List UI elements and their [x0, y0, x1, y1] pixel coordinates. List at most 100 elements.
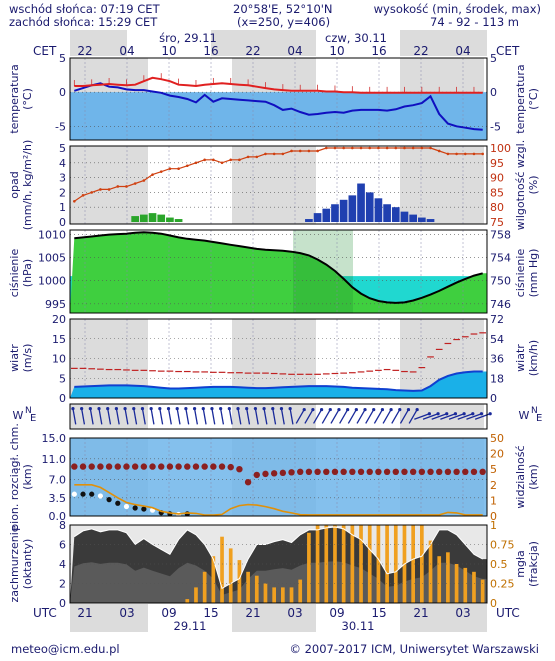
cloud-extent-point: [253, 471, 260, 479]
fog-bar: [341, 525, 346, 603]
wind-direction-arrowhead: [175, 407, 179, 411]
cloud-extent-point: [453, 468, 460, 475]
wind-direction-arrow: [272, 408, 277, 425]
wind-direction-arrowhead: [219, 407, 223, 411]
cloud-extent-point: [244, 479, 252, 486]
cloud-extent-point: [357, 468, 365, 475]
top-day2-label: czw, 30.11: [325, 31, 387, 45]
wind-direction-arrowhead: [363, 407, 367, 412]
precipitation-right-axis-label: wilgotność wzgl.: [514, 140, 527, 230]
humidity-point: [73, 199, 76, 203]
precipitation-bar: [131, 216, 139, 222]
wind-direction-arrow: [365, 409, 375, 424]
fog-bar: [480, 579, 485, 603]
humidity-ytick-label: 95: [490, 157, 504, 170]
email-link[interactable]: meteo@icm.edu.pl: [11, 642, 120, 656]
bottom-hour-label: 03: [455, 606, 470, 620]
fog-bar: [367, 525, 372, 603]
cloud-base-point: [80, 491, 86, 497]
humidity-ytick-label: 85: [490, 186, 504, 199]
wind-direction-arrowhead: [132, 407, 136, 411]
fog-bar: [446, 552, 450, 603]
temperature-ytick-label: 5: [59, 52, 66, 65]
cloud-extent-point: [409, 468, 417, 475]
wind-direction-arrowhead: [166, 407, 171, 411]
pressure-line: [74, 231, 483, 304]
copyright-text: © 2007-2017 ICM, Uniwersytet Warszawski: [289, 642, 539, 656]
wind-direction-arrow: [211, 408, 216, 425]
cloud-extent-point: [210, 463, 217, 470]
precipitation-ytick-label: 2: [59, 186, 66, 199]
cloud-extent-point: [201, 463, 208, 470]
cloud-extent-point: [131, 463, 139, 470]
wind-direction-arrow: [193, 408, 198, 425]
cloud-extent-point: [140, 463, 148, 470]
wind-direction-arrowhead: [415, 407, 419, 412]
fog-ytick-label: 1: [490, 519, 497, 532]
bottom-hour-label: 21: [245, 606, 260, 620]
humidity-point: [151, 173, 154, 176]
wind-frame: [69, 318, 488, 399]
humidity-point: [281, 152, 285, 156]
fog-bar: [202, 571, 207, 603]
cloud-extent-ytick-label: 3.5: [49, 492, 67, 505]
cloud-extent-point: [270, 470, 278, 477]
wind-direction-arrowhead: [106, 407, 110, 411]
humidity-point: [481, 152, 484, 156]
wind-direction-arrowhead: [123, 407, 127, 411]
wind-direction-arrow: [356, 409, 366, 424]
bottom-hour-label: 15: [203, 606, 218, 620]
pressure-right-axis-label: (mm Hg): [527, 249, 540, 298]
wind-direction-arrowhead: [88, 407, 92, 411]
precipitation-left-axis-label: opad: [8, 171, 21, 198]
humidity-ytick-label: 75: [490, 216, 504, 229]
humidity-point: [437, 149, 441, 153]
wind-direction-arrow: [185, 408, 190, 425]
wind-right-axis-label: (km/h): [527, 340, 540, 376]
precipitation-ytick-label: 5: [59, 142, 66, 155]
wind-direction-arrow: [220, 408, 225, 425]
compass-e-label-right: E: [536, 413, 542, 424]
wind-direction-arrow: [431, 413, 447, 420]
precipitation-bar: [426, 219, 435, 222]
cloud-extent-ytick-label: 7.0: [49, 474, 67, 487]
visibility-right-axis-label: (km): [527, 464, 540, 490]
cloud-extent-fill: [70, 438, 487, 516]
wind-direction-arrow: [115, 408, 120, 425]
fog-bar: [393, 525, 398, 603]
wind-direction-arrowhead: [453, 412, 458, 416]
humidity-point: [99, 188, 102, 191]
cloud-extent-point: [227, 463, 234, 471]
cloud-cover-ytick-label: 6: [59, 539, 66, 552]
humidity-point: [446, 152, 450, 156]
wind-direction-arrow: [263, 408, 268, 425]
wind-direction-arrowhead: [319, 407, 324, 412]
wind-left-axis-label: (m/s): [21, 344, 34, 373]
precipitation-bar: [357, 183, 365, 222]
pressure-y2tick-label: 758: [490, 229, 511, 242]
wind-direction-arrow: [72, 408, 77, 425]
wind-direction-arrow: [399, 409, 410, 424]
wind-direction-arrowhead: [71, 407, 75, 411]
dew-point-line: [74, 82, 483, 131]
wind-direction-arrow: [414, 413, 430, 420]
fog-bar: [463, 567, 468, 603]
humidity-point: [411, 146, 415, 150]
wind-direction-arrow: [176, 408, 181, 425]
wind-speed-area: [70, 371, 487, 398]
humidity-ytick-label: 100: [490, 142, 511, 155]
fog-bar: [472, 571, 476, 603]
cloud-extent-point: [158, 463, 165, 470]
humidity-point: [385, 146, 389, 150]
bottom-hour-label: 03: [287, 606, 302, 620]
fog-bar: [254, 575, 259, 603]
fog-ytick-label: 0: [490, 597, 497, 610]
pressure-ytick-label: 1010: [38, 229, 66, 242]
precipitation-day-night-band: [442, 146, 484, 224]
cloud-extent-point: [288, 469, 295, 476]
wind-direction-arrow: [466, 413, 482, 420]
humidity-point: [377, 146, 380, 150]
humidity-point: [255, 155, 259, 159]
wind-y2tick-label: 54: [490, 333, 504, 346]
